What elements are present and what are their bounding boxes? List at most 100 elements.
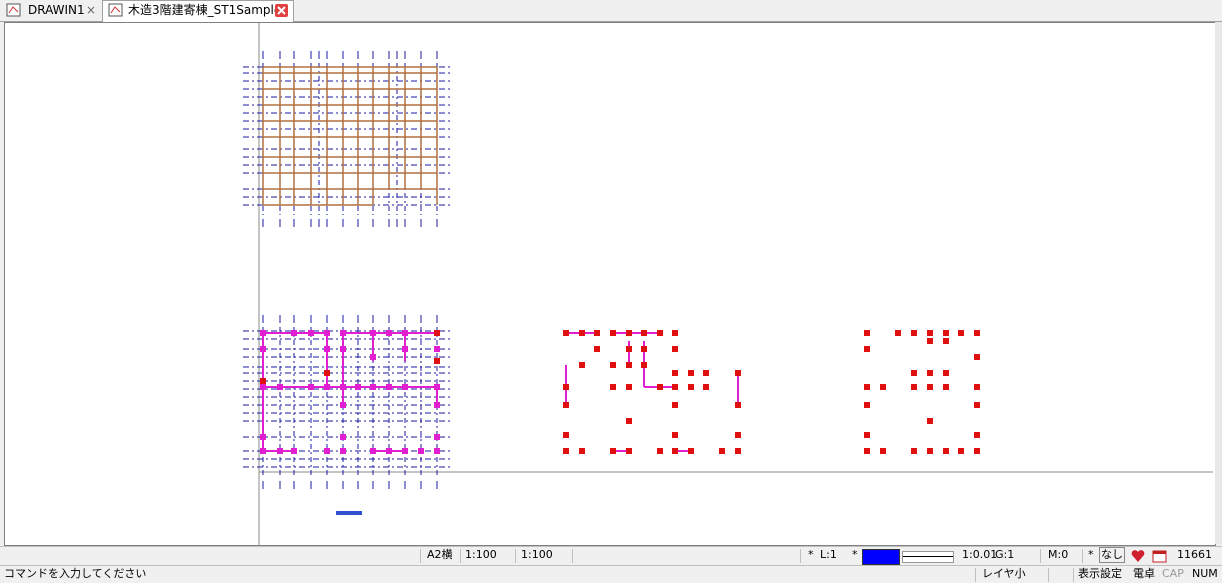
icon[interactable] <box>1152 549 1168 563</box>
column <box>735 370 741 376</box>
column <box>880 448 886 454</box>
column <box>657 384 663 390</box>
column <box>291 448 297 454</box>
display-settings[interactable]: 表示設定 <box>1078 567 1122 580</box>
column <box>943 448 949 454</box>
mark: * <box>808 548 814 561</box>
column <box>911 448 917 454</box>
column <box>626 346 632 352</box>
icon[interactable] <box>1130 549 1146 563</box>
column <box>277 384 283 390</box>
column <box>958 448 964 454</box>
column <box>958 330 964 336</box>
column <box>370 354 376 360</box>
column <box>911 370 917 376</box>
column <box>277 448 283 454</box>
column <box>626 418 632 424</box>
column <box>563 448 569 454</box>
column <box>735 402 741 408</box>
scrollbar[interactable] <box>1215 22 1222 544</box>
active-tab[interactable] <box>102 0 294 22</box>
group[interactable]: G:1 <box>995 548 1015 561</box>
column <box>563 330 569 336</box>
column <box>291 330 297 336</box>
column <box>719 448 725 454</box>
drawing-caption <box>336 511 362 515</box>
command-bar: コマンドを入力してください レイヤ小 表示設定 電卓 CAP NUM <box>0 565 1222 583</box>
column <box>626 330 632 336</box>
column <box>324 370 330 376</box>
column <box>911 330 917 336</box>
layer[interactable]: L:1 <box>820 548 837 561</box>
command-prompt[interactable]: コマンドを入力してください <box>4 567 147 580</box>
column <box>402 330 408 336</box>
column <box>864 402 870 408</box>
column <box>324 330 330 336</box>
column <box>943 330 949 336</box>
column <box>672 432 678 438</box>
column <box>594 330 600 336</box>
column <box>657 448 663 454</box>
mode: M:0 <box>1048 548 1069 561</box>
column <box>864 432 870 438</box>
paper-size: A2横 <box>427 548 453 561</box>
column <box>340 330 346 336</box>
color-swatch[interactable] <box>862 549 900 565</box>
column <box>610 362 616 368</box>
column <box>688 384 694 390</box>
column <box>386 330 392 336</box>
calculator[interactable]: 電卓 <box>1133 567 1155 580</box>
column <box>927 384 933 390</box>
column <box>927 448 933 454</box>
column <box>434 434 440 440</box>
column <box>610 384 616 390</box>
column <box>308 330 314 336</box>
tab-close[interactable]: × <box>86 3 97 17</box>
column <box>402 384 408 390</box>
column <box>370 384 376 390</box>
column <box>579 448 585 454</box>
column <box>579 330 585 336</box>
mark: * <box>1088 548 1094 561</box>
column <box>864 330 870 336</box>
none-option[interactable]: なし <box>1099 547 1125 563</box>
column <box>563 384 569 390</box>
column <box>324 384 330 390</box>
column <box>927 418 933 424</box>
column <box>626 384 632 390</box>
column <box>340 448 346 454</box>
column <box>434 384 440 390</box>
ratio: 1:0.01 <box>962 548 998 561</box>
column <box>563 432 569 438</box>
column <box>672 330 678 336</box>
column <box>355 384 361 390</box>
tab-icon <box>108 3 123 17</box>
column <box>260 330 266 336</box>
tab-label[interactable]: 木造3階建寄棟_ST1Sample <box>128 3 282 17</box>
column <box>864 346 870 352</box>
cap-indicator: CAP <box>1162 567 1184 580</box>
tab-label[interactable]: DRAWIN1 <box>28 3 85 17</box>
column <box>563 402 569 408</box>
num-indicator: NUM <box>1192 567 1218 580</box>
line-type[interactable] <box>902 551 954 563</box>
column <box>402 346 408 352</box>
tab-close[interactable] <box>275 4 288 17</box>
column <box>340 402 346 408</box>
column <box>672 448 678 454</box>
column <box>927 330 933 336</box>
column <box>943 370 949 376</box>
column <box>626 448 632 454</box>
column <box>370 448 376 454</box>
column <box>579 362 585 368</box>
column <box>688 448 694 454</box>
drawing <box>243 23 1213 545</box>
column <box>260 346 266 352</box>
column <box>974 448 980 454</box>
drawing-canvas[interactable] <box>4 22 1216 546</box>
column <box>672 370 678 376</box>
count: 11661 <box>1177 548 1212 561</box>
column <box>688 370 694 376</box>
tab-icon <box>6 3 21 17</box>
layer-size[interactable]: レイヤ小 <box>982 567 1026 580</box>
